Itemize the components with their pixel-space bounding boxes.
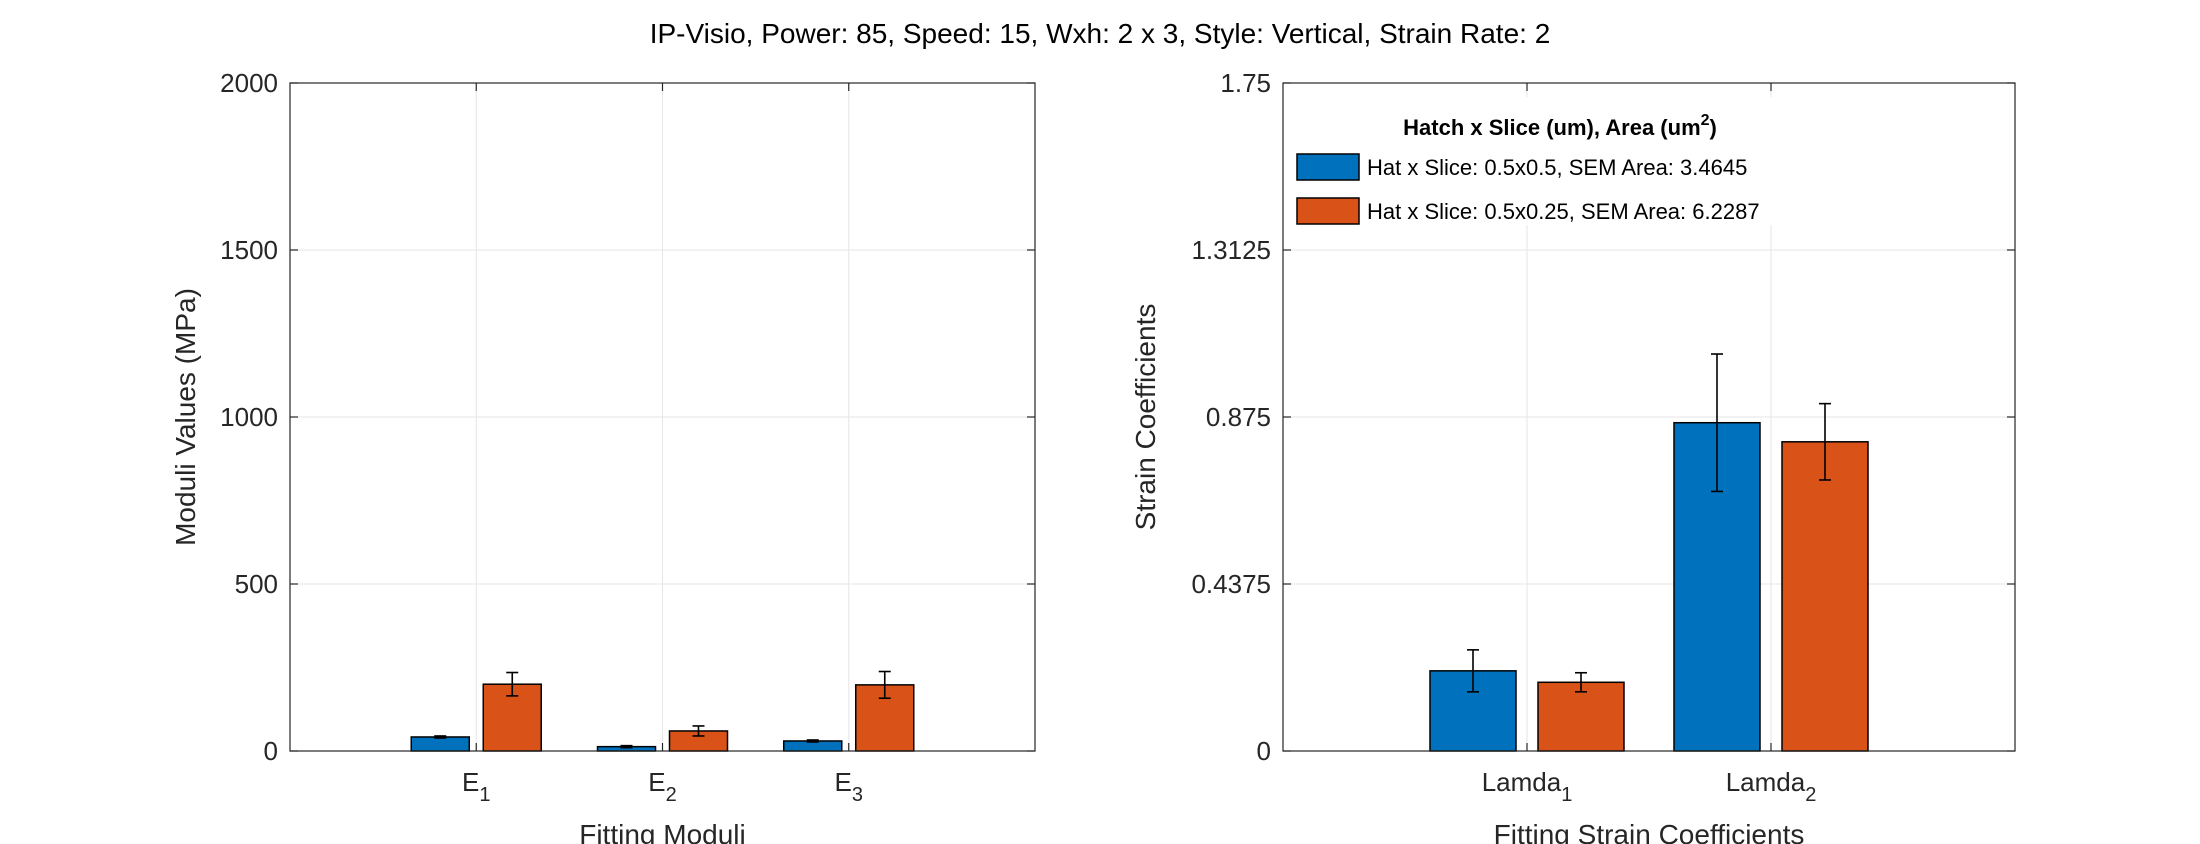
bar-series2-cat1 bbox=[1537, 681, 1625, 752]
bar-series2-cat1 bbox=[482, 683, 542, 752]
bar-series1-cat1 bbox=[410, 736, 470, 752]
x-tick-label: E3 bbox=[835, 767, 863, 806]
x-tick-label: E2 bbox=[648, 767, 676, 806]
error-bar-series1-cat3 bbox=[806, 739, 819, 743]
y-tick-label: 0.875 bbox=[1206, 402, 1271, 432]
strain-chart: 0 0.4375 0.875 1.3125 1.75 Lamda1 Lamda2 Fittin… bbox=[1130, 68, 2016, 844]
legend-title: Hatch x Slice (um), Area (um2) bbox=[1403, 112, 1717, 140]
x-tick-label: Lamda2 bbox=[1726, 767, 1817, 806]
error-bar-series1-cat2 bbox=[1711, 353, 1723, 493]
x-axis-label: Fitting Strain Coefficients bbox=[1494, 819, 1805, 844]
moduli-chart: 0 500 1000 1500 2000 E1 E2 E3 Fitting Moduli Modu… bbox=[170, 68, 1036, 844]
y-tick-label: 500 bbox=[235, 569, 278, 599]
legend-box bbox=[1295, 97, 1825, 225]
error-bar-series1-cat1 bbox=[434, 735, 447, 739]
y-tick-label: 2000 bbox=[220, 68, 278, 98]
y-tick-label: 1.3125 bbox=[1191, 235, 1271, 265]
legend-swatch-1 bbox=[1296, 153, 1360, 181]
figure-title: IP-Visio, Power: 85, Speed: 15, Wxh: 2 x… bbox=[650, 18, 1551, 49]
x-tick-label: Lamda1 bbox=[1482, 767, 1573, 806]
y-tick-label: 0.4375 bbox=[1191, 569, 1271, 599]
error-bar-series1-cat1 bbox=[1467, 649, 1479, 693]
error-bar-series2-cat2 bbox=[692, 725, 705, 737]
y-tick-label: 1.75 bbox=[1220, 68, 1271, 98]
error-bar-series2-cat1 bbox=[506, 671, 519, 697]
y-tick-label: 0 bbox=[264, 736, 278, 766]
error-bar-series2-cat2 bbox=[1819, 402, 1831, 481]
error-bar-series2-cat3 bbox=[878, 670, 891, 700]
y-axis-label: Moduli Values (MPa) bbox=[170, 288, 201, 546]
error-bar-series1-cat2 bbox=[620, 744, 633, 749]
y-tick-label: 1000 bbox=[220, 402, 278, 432]
legend-entry-2: Hat x Slice: 0.5x0.25, SEM Area: 6.2287 bbox=[1367, 199, 1760, 224]
y-tick-label: 1500 bbox=[220, 235, 278, 265]
x-axis-label: Fitting Moduli bbox=[579, 819, 746, 844]
legend: Hatch x Slice (um), Area (um2) Hat x Slic… bbox=[1295, 97, 1825, 225]
x-tick-label: E1 bbox=[462, 767, 490, 806]
y-tick-label: 0 bbox=[1257, 736, 1271, 766]
legend-entry-1: Hat x Slice: 0.5x0.5, SEM Area: 3.4645 bbox=[1367, 155, 1747, 180]
legend-swatch-2 bbox=[1296, 197, 1360, 225]
bar-series2-cat2 bbox=[1781, 441, 1869, 752]
y-axis-label: Strain Coefficients bbox=[1130, 304, 1161, 531]
error-bar-series2-cat1 bbox=[1575, 671, 1587, 693]
